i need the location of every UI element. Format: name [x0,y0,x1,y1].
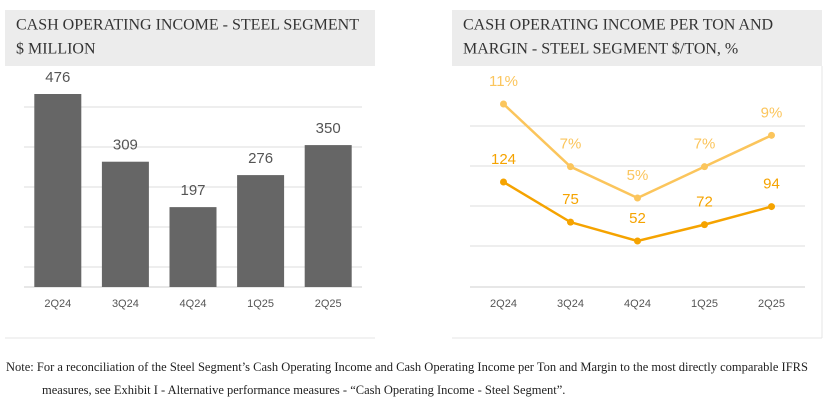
data-label: 276 [248,150,273,167]
data-label: 350 [316,120,341,137]
bar [237,175,285,287]
title-box [5,10,375,66]
chart-title: CASH OPERATING INCOME - STEEL SEGMENT [16,17,359,34]
title-box [452,10,822,66]
x-tick-label: 4Q24 [624,298,651,310]
point [500,100,507,108]
data-label: 7% [560,136,582,153]
data-label: 7% [694,136,716,153]
data-label: 9% [761,104,783,121]
chart-subtitle: MARGIN - STEEL SEGMENT $/TON, % [463,41,738,58]
point [634,237,641,245]
x-tick-label: 1Q25 [691,298,718,310]
x-tick-label: 2Q24 [490,298,517,310]
data-label: 197 [180,182,205,199]
point [634,194,641,202]
data-label: 94 [763,176,780,193]
data-label: 72 [696,194,713,211]
x-tick-label: 3Q24 [112,298,139,310]
data-label: 476 [45,69,70,86]
charts: CASH OPERATING INCOME - STEEL SEGMENT $ … [5,10,823,339]
point [567,218,574,226]
bar [304,145,352,287]
data-label: 309 [113,137,138,154]
data-label: 75 [562,191,579,208]
chart-title: CASH OPERATING INCOME PER TON AND [463,17,773,34]
point [500,178,507,186]
x-tick-label: 4Q24 [180,298,207,310]
point [701,221,708,229]
data-label: 5% [627,167,649,184]
point [567,163,574,171]
x-tick-label: 2Q24 [44,298,71,310]
x-tick-label: 1Q25 [247,298,274,310]
footnote: Note: For a reconciliation of the Steel … [6,360,808,397]
data-label: 11% [489,73,518,90]
x-tick-label: 3Q24 [557,298,584,310]
x-tick-label: 2Q25 [758,298,785,310]
bar [34,94,82,287]
data-label: 52 [629,210,646,227]
bar [169,207,217,287]
point [768,131,775,139]
chart-subtitle: $ MILLION [16,41,96,58]
point [701,163,708,171]
x-tick-label: 2Q25 [315,298,342,310]
point [768,203,775,211]
bar [101,161,149,287]
data-label: 124 [491,151,516,168]
